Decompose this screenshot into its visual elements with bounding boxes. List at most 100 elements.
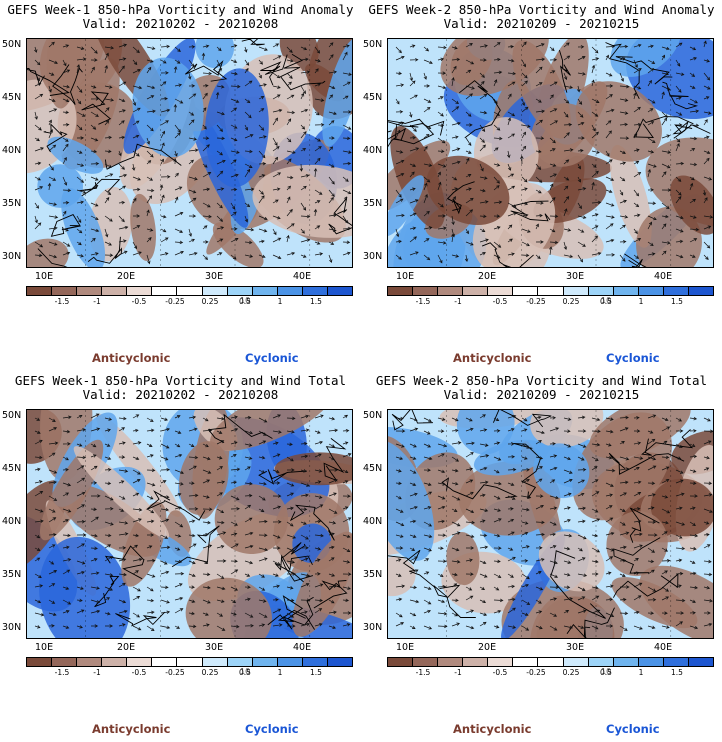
wind-arrow (563, 492, 572, 497)
wind-arrow (493, 79, 498, 87)
wind-arrow (675, 456, 682, 460)
wind-arrow (535, 456, 544, 460)
wind-arrow (314, 480, 322, 484)
wind-arrow (479, 214, 487, 219)
wind-arrow (48, 202, 58, 206)
wind-arrow (395, 159, 405, 165)
coastline (558, 49, 571, 93)
wind-arrow (272, 481, 281, 485)
wind-arrow (675, 584, 682, 588)
wind-arrow (465, 452, 474, 458)
wind-arrow (160, 456, 169, 461)
panel-title: GEFS Week-1 850-hPa Vorticity and Wind A… (7, 2, 354, 17)
colorbar-swatch (538, 658, 564, 666)
lon-label: 20E (117, 642, 136, 653)
wind-arrow (647, 108, 654, 113)
colorbar-swatch (663, 287, 689, 295)
wind-arrow (160, 194, 165, 204)
wind-arrow (675, 479, 684, 484)
coastline (279, 53, 326, 91)
wind-arrow (549, 58, 558, 62)
wind-arrow (160, 599, 170, 604)
vorticity-blob (609, 144, 652, 248)
wind-arrow (118, 120, 125, 126)
wind-arrow (300, 228, 305, 234)
wind-arrow (104, 46, 115, 50)
wind-arrow (409, 58, 419, 62)
wind-arrow (689, 198, 696, 204)
wind-arrow (62, 110, 70, 115)
wind-arrow (591, 200, 602, 205)
wind-arrow (437, 482, 447, 486)
wind-arrow (272, 94, 281, 100)
wind-arrow (160, 252, 169, 256)
wind-arrow (521, 228, 531, 233)
wind-arrow (493, 609, 502, 614)
wind-arrow (549, 173, 557, 178)
wind-arrow (465, 520, 476, 525)
wind-arrow (202, 124, 207, 130)
wind-arrow (703, 72, 711, 81)
wind-arrow (675, 506, 683, 510)
wind-arrow (507, 556, 516, 562)
wind-arrow (577, 625, 585, 629)
coastline (446, 181, 475, 215)
wind-arrow (216, 492, 223, 497)
wind-arrow (703, 157, 710, 165)
wind-arrow (423, 46, 430, 52)
wind-arrow (76, 57, 87, 61)
wind-arrow (34, 467, 41, 472)
wind-arrow (132, 456, 140, 461)
wind-arrow (118, 109, 126, 113)
wind-arrow (521, 612, 529, 617)
wind-arrow (104, 417, 113, 421)
vorticity-blob (27, 238, 69, 267)
wind-arrow (244, 415, 252, 420)
wind-arrow (577, 176, 581, 183)
wind-arrow (535, 240, 544, 244)
wind-arrow (409, 94, 418, 100)
wind-arrow (48, 108, 58, 113)
wind-arrow (409, 135, 417, 140)
wind-arrow (258, 150, 266, 159)
wind-arrow (48, 72, 55, 76)
wind-arrow (563, 585, 571, 590)
wind-arrow (146, 85, 156, 90)
wind-arrow (286, 59, 294, 63)
wind-arrow (703, 59, 711, 63)
wind-arrow (118, 185, 127, 191)
wind-arrow (258, 161, 267, 166)
colorbar-swatch (152, 658, 178, 666)
wind-arrow (619, 199, 627, 204)
wind-arrow (286, 150, 296, 154)
wind-arrow (314, 146, 322, 152)
wind-arrow (328, 111, 337, 116)
lon-label: 20E (117, 271, 136, 282)
wind-arrow (423, 98, 432, 103)
wind-arrow (591, 64, 596, 74)
wind-arrow (230, 559, 238, 563)
wind-arrow (479, 58, 487, 62)
wind-arrow (465, 93, 473, 100)
wind-arrow (661, 202, 670, 210)
wind-arrow (216, 480, 226, 484)
wind-arrow (188, 197, 197, 204)
wind-arrow (62, 188, 72, 193)
wind-arrow (48, 469, 58, 474)
wind-arrow (188, 228, 193, 237)
wind-arrow (90, 558, 98, 562)
coastline (510, 200, 551, 222)
wind-arrow (619, 427, 629, 432)
colorbar-label: -0.5 (492, 668, 508, 677)
wind-arrow (272, 584, 281, 588)
wind-arrow (132, 197, 137, 204)
wind-arrow (549, 625, 558, 631)
wind-arrow (300, 441, 308, 446)
wind-arrow (702, 189, 707, 196)
wind-arrow (507, 111, 516, 117)
wind-arrow (230, 173, 239, 178)
wind-arrow (105, 624, 114, 628)
vorticity-blob (195, 39, 235, 69)
wind-arrow (619, 136, 630, 140)
wind-arrow (230, 107, 238, 113)
